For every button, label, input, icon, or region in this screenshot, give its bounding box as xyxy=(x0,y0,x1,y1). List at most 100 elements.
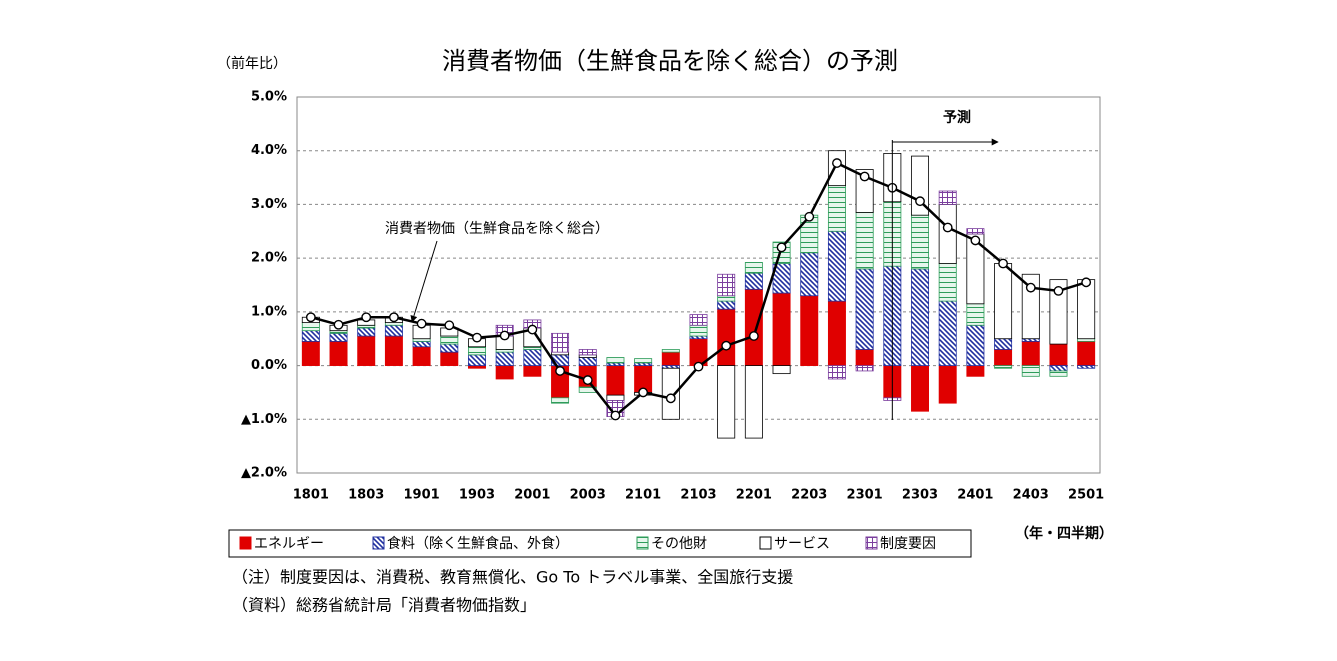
bar-segment xyxy=(440,335,459,345)
bar-segment xyxy=(551,397,570,404)
bar-segment xyxy=(800,252,819,297)
y-tick-label: 1.0% xyxy=(251,304,287,319)
line-marker xyxy=(665,393,676,404)
bar-segment xyxy=(1077,338,1096,342)
bar-segment xyxy=(384,324,403,337)
x-tick-label: 2101 xyxy=(625,488,661,503)
bar-segment xyxy=(301,322,320,332)
bar-segment xyxy=(412,346,431,366)
bar-segment xyxy=(938,204,957,264)
bar-segment xyxy=(1021,365,1040,377)
bar-segment xyxy=(772,292,791,366)
y-tick-label: ▲1.0% xyxy=(241,412,287,427)
bar-segment xyxy=(966,365,985,377)
line-marker xyxy=(1025,282,1036,293)
line-marker xyxy=(1053,286,1064,296)
bar-segment xyxy=(911,214,930,270)
bar-segment xyxy=(1021,273,1040,340)
line-marker xyxy=(416,318,427,329)
line-marker xyxy=(832,158,842,168)
x-tick-label: 2403 xyxy=(1013,488,1049,503)
y-tick-label: 3.0% xyxy=(251,197,287,212)
x-tick-label: 1901 xyxy=(404,488,440,503)
x-axis-label: （年・四半期） xyxy=(1015,525,1113,542)
bar-segment xyxy=(689,335,708,340)
bar-segment xyxy=(301,330,320,342)
x-tick-label: 2303 xyxy=(902,488,938,503)
chart-title: 消費者物価（生鮮食品を除く総合）の予測 xyxy=(442,47,898,75)
bar-segment xyxy=(523,349,542,366)
bar-segment xyxy=(1077,279,1096,340)
bar-segment xyxy=(689,314,708,326)
legend-swatch xyxy=(636,536,649,550)
line-marker xyxy=(693,361,704,372)
bar-segment xyxy=(827,230,846,302)
bar-segment xyxy=(606,365,625,396)
line-marker xyxy=(472,332,482,343)
bar-segment xyxy=(467,346,486,356)
legend-label: サービス xyxy=(774,536,830,552)
bar-segment xyxy=(1077,365,1096,369)
line-marker xyxy=(305,312,316,323)
line-marker xyxy=(998,258,1008,269)
bar-segment xyxy=(606,357,625,364)
forecast-label: 予測 xyxy=(943,109,971,126)
bar-segment xyxy=(357,327,376,337)
bar-segment xyxy=(661,365,680,369)
legend-label: エネルギー xyxy=(254,536,324,552)
x-tick-label: 1803 xyxy=(348,488,384,503)
bar-segment xyxy=(467,354,486,366)
y-axis-label: （前年比） xyxy=(217,55,287,72)
bar-segment xyxy=(412,340,431,348)
line-marker xyxy=(859,171,870,182)
line-marker xyxy=(748,331,759,341)
bar-segment xyxy=(827,150,846,187)
bar-segment xyxy=(1049,365,1068,372)
bar-segment xyxy=(855,349,874,366)
x-tick-label: 1903 xyxy=(459,488,495,503)
bar-segment xyxy=(994,338,1013,350)
bar-segment xyxy=(717,295,736,302)
x-tick-label: 2003 xyxy=(570,488,606,503)
bar-segment xyxy=(994,263,1013,340)
bar-segment xyxy=(744,262,763,274)
bar-segment xyxy=(301,340,320,366)
x-tick-label: 2201 xyxy=(736,488,772,503)
bar-segment xyxy=(855,365,874,372)
bar-segment xyxy=(717,273,736,297)
bar-segment xyxy=(440,343,459,353)
bar-segment xyxy=(827,185,846,232)
line-marker xyxy=(776,242,787,253)
bar-segment xyxy=(523,365,542,377)
legend-frame xyxy=(228,529,972,558)
bar-segment xyxy=(384,335,403,366)
bar-segment xyxy=(744,288,763,366)
legend-label: 食料（除く生鮮食品、外食） xyxy=(387,535,569,552)
line-marker xyxy=(333,319,344,330)
bar-segment xyxy=(495,365,514,380)
bar-segment xyxy=(1021,338,1040,342)
bar-segment xyxy=(1049,279,1068,345)
line-marker xyxy=(555,366,565,376)
line-marker xyxy=(638,387,649,398)
line-marker xyxy=(915,196,925,207)
bar-segment xyxy=(689,324,708,337)
bar-segment xyxy=(523,346,542,350)
line-marker xyxy=(942,222,953,233)
bar-segment xyxy=(717,300,736,310)
bar-segment xyxy=(827,365,846,380)
legend-swatch xyxy=(865,536,878,550)
bar-segment xyxy=(717,308,736,366)
bar-segment xyxy=(578,354,597,358)
line-marker xyxy=(444,320,455,331)
line-marker xyxy=(970,235,981,246)
bar-segment xyxy=(1077,340,1096,366)
bar-segment xyxy=(1049,343,1068,366)
x-tick-label: 2401 xyxy=(957,488,993,503)
legend-swatch xyxy=(759,536,772,550)
bar-segment xyxy=(661,351,680,366)
bar-segment xyxy=(357,324,376,329)
bar-segment xyxy=(717,365,736,439)
bar-segment xyxy=(772,365,791,375)
